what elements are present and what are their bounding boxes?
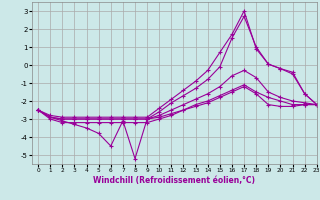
X-axis label: Windchill (Refroidissement éolien,°C): Windchill (Refroidissement éolien,°C) [93, 176, 255, 185]
